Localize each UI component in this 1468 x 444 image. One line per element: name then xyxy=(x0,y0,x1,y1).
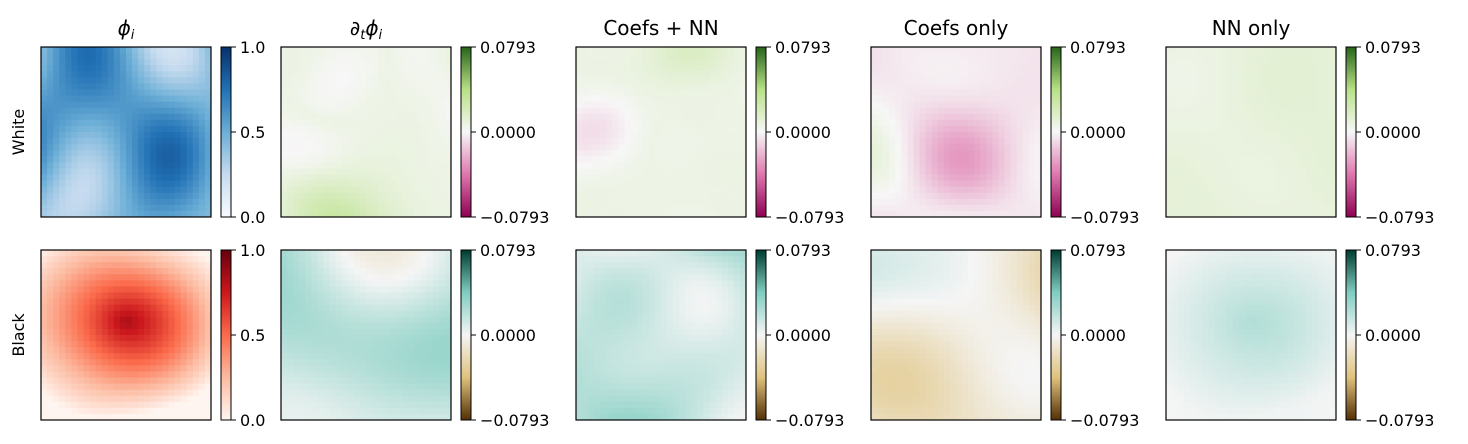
panel-r1-c0-colorbar-tick-label: 1.0 xyxy=(240,241,265,260)
panel-r0-c1-colorbar-tick-label: 0.0793 xyxy=(480,38,536,57)
row-label-white: White xyxy=(9,109,28,156)
panel-r1-c1-colorbar xyxy=(460,249,472,421)
column-title-0: ϕi xyxy=(118,16,135,43)
panel-r0-c3-field xyxy=(871,47,1041,217)
panel-r1-c4-colorbar-tick-label: −0.0793 xyxy=(1365,411,1434,430)
panel-r1-c0-colorbar xyxy=(220,249,232,421)
panel-r1-c3-colorbar-tick-label: 0.0000 xyxy=(1070,326,1126,345)
panel-r1-c2-field xyxy=(576,250,746,420)
panel-r1-c1-colorbar-tick-label: −0.0793 xyxy=(480,411,549,430)
panel-r1-c3-frame xyxy=(870,249,1042,421)
column-title-1: ∂tϕi xyxy=(350,16,383,43)
panel-r1-c4-frame xyxy=(1165,249,1337,421)
panel-r1-c1-colorbar-tick-label: 0.0000 xyxy=(480,326,536,345)
panel-r0-c0-colorbar-tick-label: 1.0 xyxy=(240,38,265,57)
panel-r0-c4-colorbar-tick-label: −0.0793 xyxy=(1365,208,1434,227)
panel-r0-c0-field xyxy=(41,47,211,217)
panel-r0-c2-frame xyxy=(575,46,747,218)
panel-r0-c4-field xyxy=(1166,47,1336,217)
panel-r0-c2-colorbar-tick-label: −0.0793 xyxy=(775,208,844,227)
column-title-2: Coefs + NN xyxy=(603,16,718,40)
panel-r0-c4-frame xyxy=(1165,46,1337,218)
panel-r1-c4-field xyxy=(1166,250,1336,420)
panel-r1-c4-colorbar xyxy=(1345,249,1357,421)
panel-r0-c1-frame xyxy=(280,46,452,218)
panel-r0-c3-colorbar-tick-label: 0.0000 xyxy=(1070,123,1126,142)
panel-r0-c0-colorbar-tick-label: 0.5 xyxy=(240,123,265,142)
panel-r1-c4-colorbar-tick-label: 0.0000 xyxy=(1365,326,1421,345)
panel-r0-c1-colorbar-tick-label: −0.0793 xyxy=(480,208,549,227)
panel-r0-c3-frame xyxy=(870,46,1042,218)
column-title-4: NN only xyxy=(1212,16,1291,40)
panel-r1-c0-colorbar-tick-label: 0.0 xyxy=(240,411,265,430)
panel-r0-c1-field xyxy=(281,47,451,217)
panel-r1-c3-field xyxy=(871,250,1041,420)
panel-r1-c0-field xyxy=(41,250,211,420)
panel-r0-c0-colorbar-tick-label: 0.0 xyxy=(240,208,265,227)
panel-r1-c3-colorbar-tick-label: 0.0793 xyxy=(1070,241,1126,260)
panel-r0-c2-colorbar xyxy=(755,46,767,218)
panel-r0-c2-field xyxy=(576,47,746,217)
panel-r1-c3-colorbar xyxy=(1050,249,1062,421)
panel-r0-c4-colorbar-tick-label: 0.0000 xyxy=(1365,123,1421,142)
panel-r1-c1-frame xyxy=(280,249,452,421)
panel-r0-c3-colorbar-tick-label: −0.0793 xyxy=(1070,208,1139,227)
panel-r0-c4-colorbar-tick-label: 0.0793 xyxy=(1365,38,1421,57)
panel-r0-c2-colorbar-tick-label: 0.0793 xyxy=(775,38,831,57)
panel-r0-c3-colorbar-tick-label: 0.0793 xyxy=(1070,38,1126,57)
panel-r0-c1-colorbar xyxy=(460,46,472,218)
panel-r1-c2-colorbar-tick-label: 0.0000 xyxy=(775,326,831,345)
panel-r0-c4-colorbar xyxy=(1345,46,1357,218)
panel-r1-c3-colorbar-tick-label: −0.0793 xyxy=(1070,411,1139,430)
panel-r1-c0-colorbar-tick-label: 0.5 xyxy=(240,326,265,345)
panel-r1-c2-colorbar-tick-label: 0.0793 xyxy=(775,241,831,260)
row-label-black: Black xyxy=(9,313,28,357)
panel-r0-c3-colorbar xyxy=(1050,46,1062,218)
panel-r1-c2-colorbar-tick-label: −0.0793 xyxy=(775,411,844,430)
panel-r1-c2-frame xyxy=(575,249,747,421)
column-title-3: Coefs only xyxy=(904,16,1009,40)
panel-r0-c2-colorbar-tick-label: 0.0000 xyxy=(775,123,831,142)
panel-r0-c1-colorbar-tick-label: 0.0000 xyxy=(480,123,536,142)
panel-r1-c2-colorbar xyxy=(755,249,767,421)
panel-r1-c4-colorbar-tick-label: 0.0793 xyxy=(1365,241,1421,260)
panel-r0-c0-colorbar xyxy=(220,46,232,218)
panel-r1-c1-field xyxy=(281,250,451,420)
panel-r1-c0-frame xyxy=(40,249,212,421)
panel-r0-c0-frame xyxy=(40,46,212,218)
panel-r1-c1-colorbar-tick-label: 0.0793 xyxy=(480,241,536,260)
